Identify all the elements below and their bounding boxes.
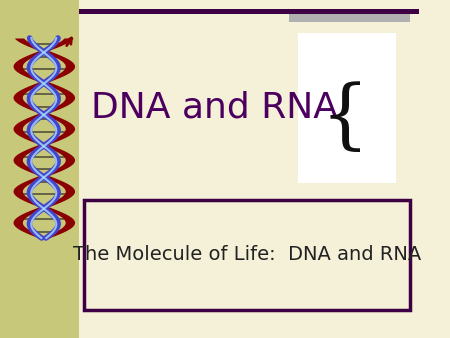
- Bar: [84, 200, 410, 310]
- Text: The Molecule of Life:  DNA and RNA: The Molecule of Life: DNA and RNA: [73, 245, 421, 265]
- Bar: [298, 33, 396, 183]
- Bar: [289, 10, 410, 22]
- Text: {: {: [320, 81, 369, 155]
- Bar: [0, 0, 79, 338]
- Bar: [79, 9, 419, 14]
- Text: DNA and RNA: DNA and RNA: [91, 91, 338, 125]
